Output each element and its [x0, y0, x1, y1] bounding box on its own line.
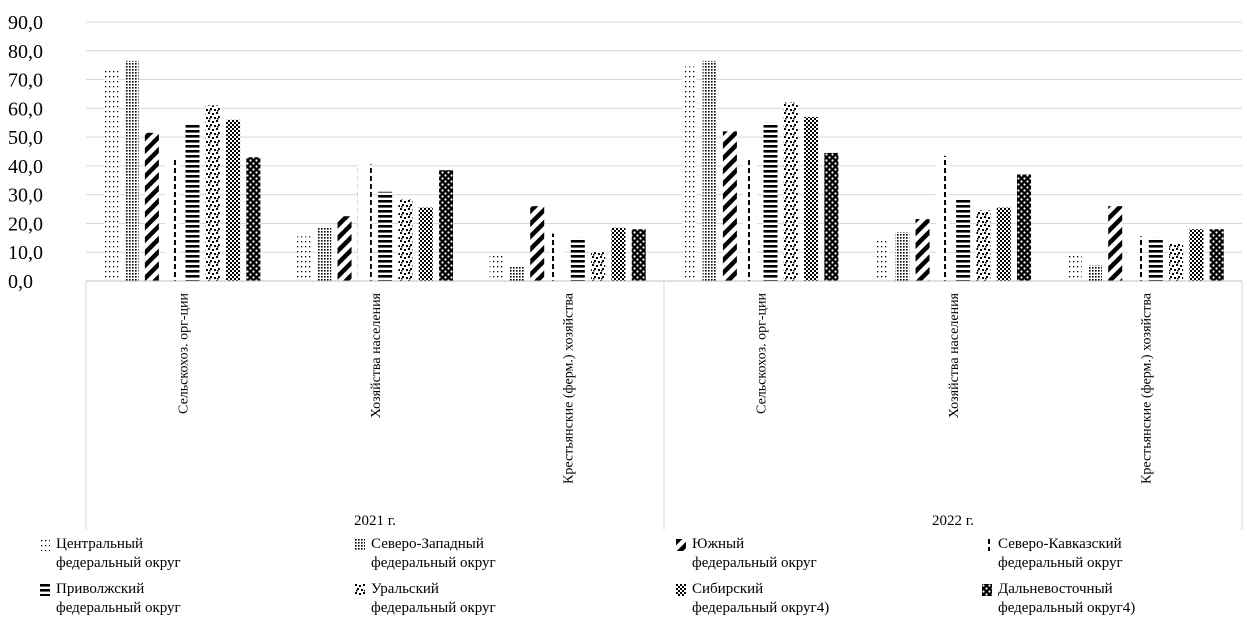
bar [783, 102, 798, 281]
y-tick-label: 40,0 [8, 156, 43, 178]
bar [226, 119, 241, 281]
y-tick-label: 20,0 [8, 213, 43, 235]
bar [1189, 229, 1204, 281]
legend-label: Уральский федеральный округ [371, 581, 496, 616]
bar [824, 152, 839, 281]
bar [956, 198, 971, 281]
y-tick-label: 50,0 [8, 127, 43, 149]
category-label: Сельскохоз. орг-ции [176, 293, 191, 414]
bar-chart: 0,0 10,0 20,0 30,0 40,0 50,0 60,0 70,0 80,0 90,0 С… [8, 12, 1243, 530]
legend-item: Уральский федеральный округ [355, 580, 655, 622]
category-label: Сельскохоз. орг-ции [754, 293, 769, 414]
legend-label: Северо-Кавказский федеральный округ [998, 536, 1123, 571]
legend-label: Приволжский федеральный округ [56, 581, 181, 616]
bar [591, 252, 606, 281]
legend-label: Южный федеральный округ [692, 536, 817, 571]
bar [702, 60, 717, 281]
bar [935, 155, 950, 281]
bar [1209, 229, 1224, 281]
category-label: Хозяйства населения [369, 292, 384, 418]
bar [337, 216, 352, 281]
y-tick-label: 70,0 [8, 70, 43, 92]
legend-swatch [676, 584, 686, 596]
y-tick-label: 10,0 [8, 242, 43, 264]
bar [509, 266, 524, 281]
category-label: Крестьянские (ферм.) хозяйства [1140, 292, 1155, 484]
legend-item: Сибирский федеральный округ4) [676, 580, 976, 622]
bar [165, 157, 180, 281]
chart-legend: Центральный федеральный округ Северо-Запа… [0, 530, 1247, 619]
bar [611, 227, 626, 281]
bar [1108, 206, 1123, 281]
bar [874, 239, 889, 281]
bar [1128, 236, 1143, 281]
legend-swatch [982, 584, 992, 596]
legend-item: Южный федеральный округ [676, 535, 976, 577]
bar [976, 210, 991, 281]
bar [104, 69, 119, 281]
group-label: 2021 г. [354, 513, 396, 529]
bar [439, 170, 454, 281]
bar [124, 60, 139, 281]
bar [378, 191, 393, 281]
legend-label: Северо-Западный федеральный округ [371, 536, 496, 571]
bar [418, 207, 433, 281]
bar [398, 198, 413, 281]
legend-swatch [355, 584, 365, 596]
category-label: Хозяйства населения [947, 292, 962, 418]
bar [246, 157, 261, 281]
legend-item: Приволжский федеральный округ [40, 580, 340, 622]
bar [1169, 243, 1184, 281]
legend-item: Центральный федеральный округ [40, 535, 340, 577]
bar [631, 229, 646, 281]
category-label: Крестьянские (ферм.) хозяйства [562, 292, 577, 484]
bar [317, 227, 332, 281]
bar [570, 237, 585, 281]
bar [205, 105, 220, 281]
bar [550, 233, 565, 281]
bar [895, 232, 910, 281]
legend-swatch [355, 539, 365, 551]
chart-area: 0,0 10,0 20,0 30,0 40,0 50,0 60,0 70,0 80,0 90,0 С… [8, 12, 1243, 530]
bar [489, 255, 504, 281]
bar [763, 122, 778, 281]
legend-swatch [676, 539, 686, 551]
bar [1017, 174, 1032, 281]
legend-swatch [40, 539, 50, 551]
bar [804, 116, 819, 281]
legend-item: Северо-Кавказский федеральный округ [982, 535, 1247, 577]
group-label: 2022 г. [932, 513, 974, 529]
y-tick-label: 60,0 [8, 98, 43, 120]
bar [530, 206, 545, 281]
legend-label: Дальневосточный федеральный округ4) [998, 581, 1136, 616]
bar [722, 131, 737, 281]
bar [1148, 237, 1163, 281]
bar [357, 164, 372, 281]
legend-swatch [40, 584, 50, 596]
bar [915, 219, 930, 281]
y-tick-label: 90,0 [8, 12, 43, 34]
legend-label: Центральный федеральный округ [56, 536, 181, 571]
bar [682, 66, 697, 281]
legend-item: Дальневосточный федеральный округ4) [982, 580, 1247, 622]
y-tick-label: 80,0 [8, 41, 43, 63]
y-tick-label: 30,0 [8, 185, 43, 207]
legend-swatch [982, 539, 992, 551]
legend-label: Сибирский федеральный округ4) [692, 581, 830, 616]
legend-item: Северо-Западный федеральный округ [355, 535, 655, 577]
bar [296, 236, 311, 281]
bar [1087, 265, 1102, 281]
bar [996, 207, 1011, 281]
bar [743, 160, 758, 281]
bar [1067, 255, 1082, 281]
y-tick-label: 0,0 [8, 271, 33, 293]
bar [185, 124, 200, 282]
bar [144, 132, 159, 281]
